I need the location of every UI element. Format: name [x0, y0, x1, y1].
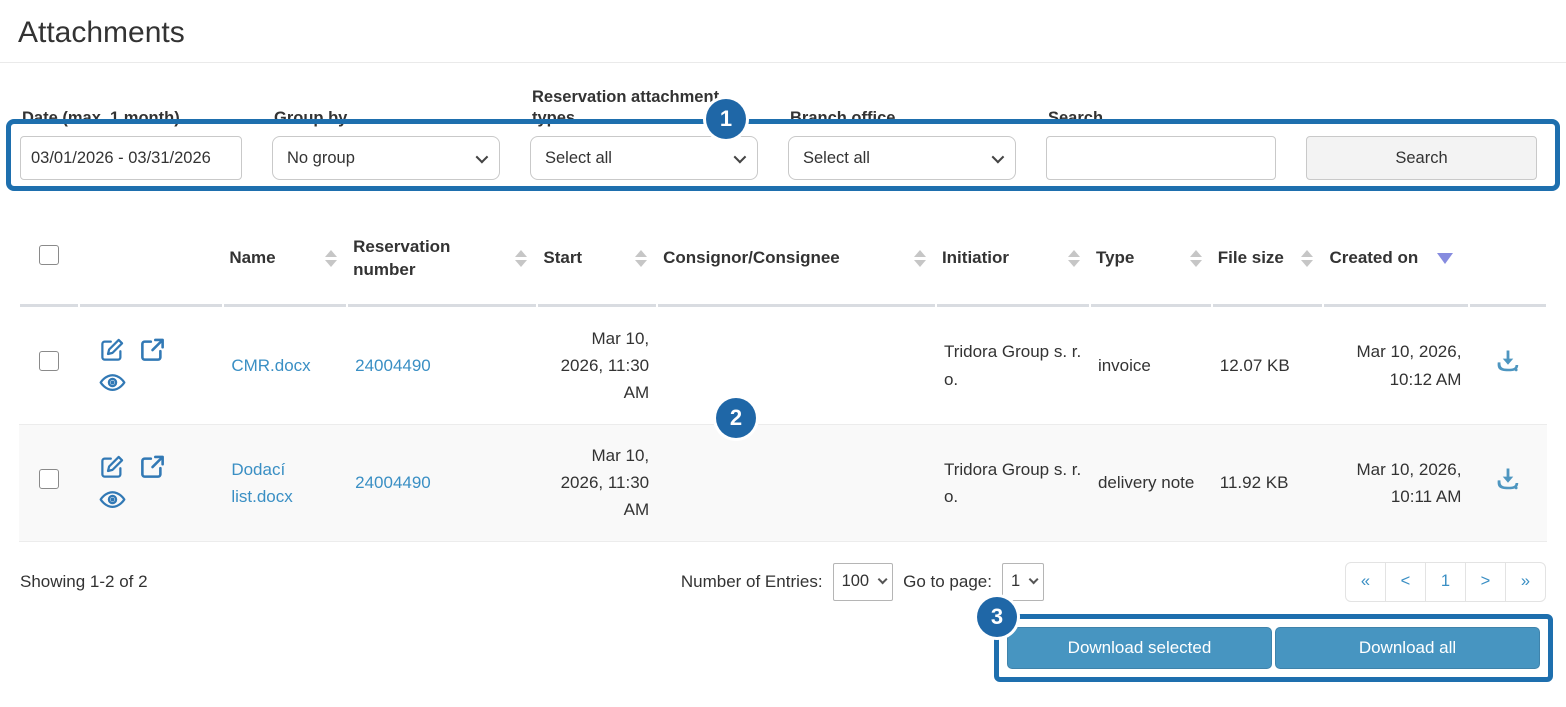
sort-icon[interactable]	[913, 250, 926, 268]
attachments-table: Name Reservation number Start Consignor/…	[19, 210, 1547, 542]
table-header-row: Name Reservation number Start Consignor/…	[19, 210, 1547, 308]
group-by-label: Group by	[274, 108, 348, 127]
table-row: CMR.docx 24004490 Mar 10, 2026, 11:30 AM…	[19, 307, 1547, 424]
search-filter: Search	[1046, 108, 1276, 181]
sort-icon[interactable]	[1067, 250, 1080, 268]
annotation-step-2: 2	[716, 398, 756, 439]
download-attachment-icon[interactable]	[1494, 465, 1522, 493]
sort-icon[interactable]	[1189, 250, 1202, 268]
consignor-consignee-column-header[interactable]: Consignor/Consignee	[657, 210, 936, 308]
edit-icon[interactable]	[99, 336, 126, 363]
filter-bar: Date (max. 1 month) Group by No group Re…	[0, 87, 1566, 192]
start-cell: Mar 10, 2026, 11:30 AM	[560, 328, 650, 403]
attachment-types-filter: Reservation attachment types Select all	[530, 87, 758, 181]
chevron-down-icon	[733, 150, 747, 164]
reservation-number-column-header[interactable]: Reservation number	[347, 210, 537, 308]
consignor-consignee-cell	[657, 307, 936, 424]
type-cell: delivery note	[1089, 423, 1212, 542]
annotation-step-3: 3	[977, 596, 1017, 637]
attachment-name-link[interactable]: CMR.docx	[231, 355, 311, 375]
sort-icon[interactable]	[515, 250, 528, 268]
chevron-down-icon	[1028, 574, 1039, 585]
group-by-value: No group	[287, 148, 355, 167]
name-column-header[interactable]: Name	[223, 210, 347, 308]
search-action: Search	[1306, 136, 1537, 181]
file-size-cell: 11.92 KB	[1211, 423, 1324, 542]
sort-icon[interactable]	[1301, 250, 1314, 268]
start-column-header[interactable]: Start	[537, 210, 657, 308]
created-on-cell: Mar 10, 2026, 10:12 AM	[1356, 342, 1462, 389]
start-cell: Mar 10, 2026, 11:30 AM	[537, 423, 658, 542]
entries-label: Number of Entries:	[680, 571, 823, 591]
created-on-column-header[interactable]: Created on	[1323, 210, 1469, 308]
annotation-step-1: 1	[706, 99, 746, 140]
file-size-cell: 12.07 KB	[1219, 355, 1290, 375]
showing-entries-text: Showing 1-2 of 2	[20, 571, 148, 591]
entries-per-page-select[interactable]: 100	[832, 562, 894, 601]
row-checkbox[interactable]	[39, 351, 60, 372]
search-button[interactable]: Search	[1306, 136, 1537, 181]
attachment-name-link[interactable]: Dodací list.docx	[231, 459, 293, 506]
chevron-down-icon	[475, 150, 489, 164]
sort-descending-icon[interactable]	[1437, 253, 1454, 265]
pagination-page-1-button[interactable]: 1	[1425, 561, 1466, 602]
actions-column-header	[79, 210, 223, 308]
goto-page-label: Go to page:	[903, 571, 992, 591]
branch-office-select[interactable]: Select all	[788, 136, 1016, 181]
row-checkbox[interactable]	[39, 468, 60, 489]
chevron-down-icon	[877, 574, 888, 585]
select-all-checkbox[interactable]	[39, 245, 60, 266]
search-input[interactable]	[1046, 136, 1276, 181]
download-attachment-icon[interactable]	[1494, 347, 1522, 375]
page-title: Attachments	[18, 16, 185, 49]
attachment-types-select[interactable]: Select all	[530, 136, 758, 181]
reservation-number-link[interactable]: 24004490	[355, 355, 431, 375]
download-selected-button[interactable]: Download selected	[1007, 626, 1272, 669]
external-link-icon[interactable]	[139, 336, 166, 363]
preview-eye-icon[interactable]	[99, 369, 126, 396]
chevron-down-icon	[991, 150, 1005, 164]
pagination-last-button[interactable]: »	[1505, 561, 1546, 602]
consignor-consignee-cell	[657, 423, 936, 542]
initiatior-cell: Tridora Group s. r. o.	[943, 342, 1082, 389]
branch-office-value: Select all	[803, 148, 870, 167]
page-header: Attachments	[0, 0, 1566, 63]
attachment-types-value: Select all	[545, 148, 612, 167]
date-range-input[interactable]	[20, 136, 242, 181]
sort-icon[interactable]	[325, 250, 338, 268]
reservation-number-link[interactable]: 24004490	[355, 473, 431, 493]
pagination-first-button[interactable]: «	[1345, 561, 1386, 602]
type-cell: invoice	[1097, 355, 1151, 375]
table-footer: Showing 1-2 of 2 Number of Entries: 100 …	[20, 561, 1546, 602]
goto-page-select[interactable]: 1	[1001, 562, 1045, 601]
date-filter-label: Date (max. 1 month)	[22, 108, 180, 127]
pagination: « < 1 > »	[1345, 561, 1546, 602]
search-label: Search	[1048, 108, 1104, 127]
external-link-icon[interactable]	[139, 453, 166, 480]
initiatior-cell: Tridora Group s. r. o.	[935, 423, 1090, 542]
sort-icon[interactable]	[635, 250, 648, 268]
group-by-filter: Group by No group	[272, 108, 500, 181]
download-actions-zone: 3 Download selected Download all	[0, 596, 1566, 682]
annotation-highlight-downloads: 3 Download selected Download all	[977, 596, 1553, 682]
date-filter: Date (max. 1 month)	[20, 108, 242, 181]
branch-office-label: Branch office	[790, 108, 896, 127]
type-column-header[interactable]: Type	[1090, 210, 1212, 308]
created-on-cell: Mar 10, 2026, 10:11 AM	[1323, 423, 1470, 542]
file-size-column-header[interactable]: File size	[1212, 210, 1324, 308]
edit-icon[interactable]	[99, 453, 126, 480]
group-by-select[interactable]: No group	[272, 136, 500, 181]
branch-office-filter: Branch office Select all	[788, 108, 1016, 181]
download-column-header	[1469, 210, 1547, 308]
pagination-prev-button[interactable]: <	[1385, 561, 1426, 602]
initiatior-column-header[interactable]: Initiatior	[936, 210, 1090, 308]
preview-eye-icon[interactable]	[99, 486, 126, 513]
download-all-button[interactable]: Download all	[1275, 626, 1540, 669]
attachments-table-wrap: Name Reservation number Start Consignor/…	[0, 210, 1566, 542]
pagination-next-button[interactable]: >	[1465, 561, 1506, 602]
table-row: Dodací list.docx 24004490 Mar 10, 2026, …	[19, 423, 1547, 542]
